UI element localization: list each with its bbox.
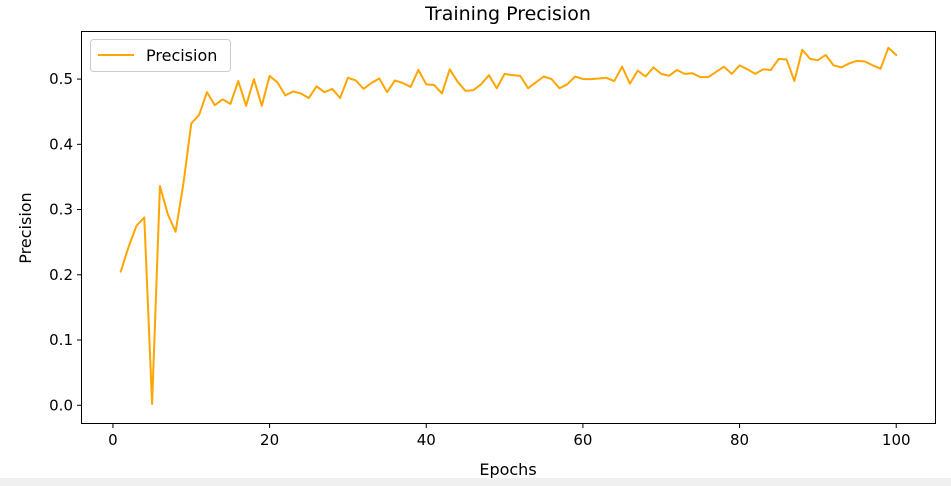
- y-tick-label: 0.2: [49, 266, 73, 284]
- chart-title: Training Precision: [424, 3, 591, 25]
- legend-label-precision: Precision: [146, 46, 217, 65]
- y-tick-label: 0.4: [49, 135, 73, 153]
- x-tick-label: 20: [260, 431, 279, 449]
- x-tick-label: 60: [573, 431, 592, 449]
- x-axis-ticks: 0 20 40 60 80 100: [108, 423, 911, 449]
- series-line-precision: [119, 46, 898, 405]
- y-tick-label: 0.5: [49, 70, 73, 88]
- y-axis-ticks: 0.0 0.1 0.2 0.3 0.4 0.5: [49, 70, 82, 414]
- y-tick-label: 0.1: [49, 331, 73, 349]
- x-tick-label: 80: [730, 431, 749, 449]
- y-tick-label: 0.0: [49, 396, 73, 414]
- x-axis-label: Epochs: [479, 460, 536, 478]
- series-layer: [119, 46, 898, 405]
- y-axis-label: Precision: [16, 192, 35, 263]
- x-tick-label: 40: [417, 431, 436, 449]
- legend-box: [90, 39, 231, 72]
- plot-area-frame: [81, 31, 936, 424]
- x-tick-label: 100: [882, 431, 911, 449]
- y-tick-label: 0.3: [49, 201, 73, 219]
- legend: Precision: [90, 39, 231, 72]
- x-tick-label: 0: [108, 431, 118, 449]
